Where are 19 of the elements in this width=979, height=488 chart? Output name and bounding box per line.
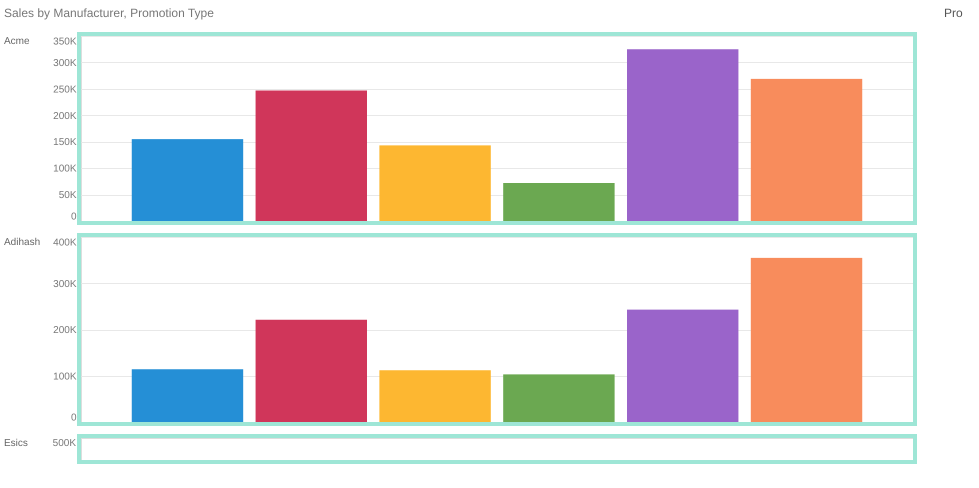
y-tick-label: 300K <box>53 278 77 290</box>
y-tick-label: 50K <box>58 190 77 202</box>
y-tick-label: 200K <box>53 110 77 122</box>
y-tick-label: 0 <box>70 412 77 424</box>
text: 500K <box>52 438 76 449</box>
y-tick-label: 200K <box>53 325 77 336</box>
y-tick-label: 350K <box>53 36 77 48</box>
y-tick-label: 100K <box>53 371 77 382</box>
y-tick-label: 100K <box>53 164 77 175</box>
y-tick-label: 0 <box>70 212 77 222</box>
text: Esics <box>4 438 28 449</box>
y-tick-label: 250K <box>53 84 77 96</box>
y-tick-label: 150K <box>53 137 77 148</box>
y-tick-label: 300K <box>53 58 77 69</box>
text: Pro <box>944 6 963 20</box>
chart-subtitle: Acme <box>4 36 30 47</box>
chart-title: Sales by Manufacturer, Promotion Type <box>4 6 214 20</box>
y-tick-label: 400K <box>53 238 77 248</box>
chart-subtitle: Adihash <box>4 237 40 248</box>
